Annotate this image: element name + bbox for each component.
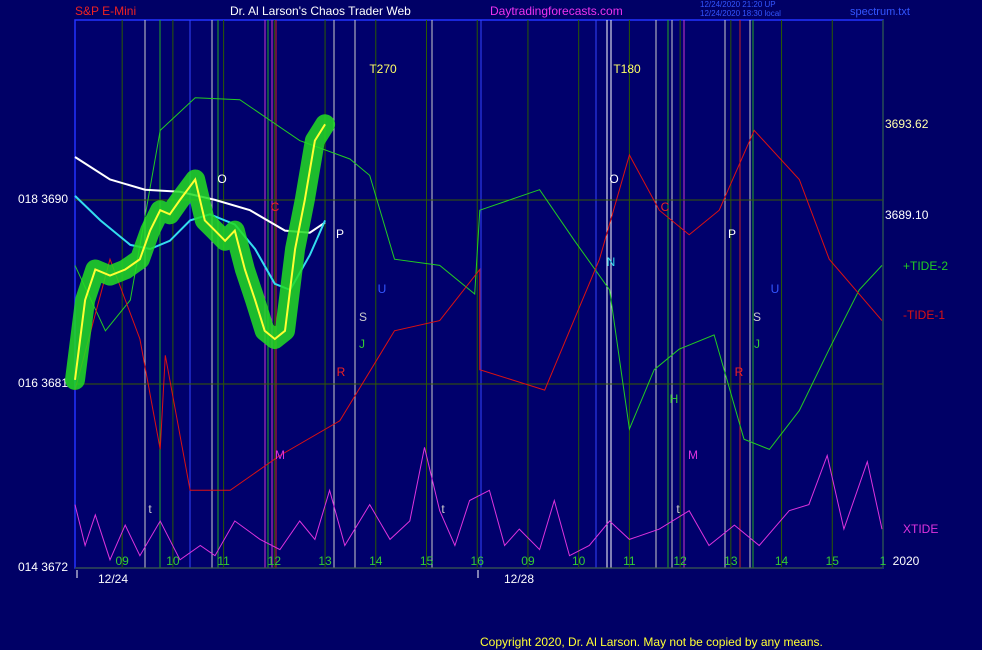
annotation: M	[275, 448, 285, 462]
annotation: H	[670, 392, 679, 406]
x-tick-label: 13	[318, 554, 332, 568]
date-label: 12/24	[98, 572, 128, 586]
legend-label: -TIDE-1	[903, 308, 945, 322]
annotation: N	[607, 255, 616, 269]
x-tick-label: 11	[217, 554, 230, 568]
annotation: R	[337, 365, 346, 379]
header-center: Dr. Al Larson's Chaos Trader Web	[230, 4, 411, 18]
annotation: T180	[613, 62, 641, 76]
series-line	[74, 97, 883, 451]
annotation: t	[676, 502, 680, 516]
x-tick-label: 13	[724, 554, 738, 568]
header-stamp: 12/24/2020 18:30 local	[700, 9, 781, 18]
x-tick-label: 10	[572, 554, 586, 568]
x-tick-label: 14	[369, 554, 383, 568]
annotation: T270	[369, 62, 397, 76]
legend-label: XTIDE	[903, 522, 938, 536]
y-tick-label: 014 3672	[18, 560, 68, 574]
price-label: 3689.10	[885, 208, 929, 222]
annotation: M	[688, 448, 698, 462]
header-file: spectrum.txt	[850, 6, 910, 18]
x-tick-label: 15	[420, 554, 434, 568]
date-label: 2020	[893, 554, 920, 568]
cycle-lines	[144, 20, 754, 568]
x-tick-label: 1	[880, 554, 887, 568]
annotation: P	[336, 227, 344, 241]
series-line	[74, 129, 883, 491]
date-label: 12/28	[504, 572, 534, 586]
x-tick-label: 12	[673, 554, 687, 568]
annotation: R	[735, 365, 744, 379]
annotation: S	[359, 310, 367, 324]
annotation: O	[217, 172, 226, 186]
series-line	[74, 447, 883, 562]
y-tick-label: 016 3681	[18, 376, 68, 390]
header-left: S&P E-Mini	[75, 4, 136, 18]
series-line	[74, 123, 326, 381]
x-tick-label: 09	[115, 554, 129, 568]
header-site: Daytradingforecasts.com	[490, 4, 623, 18]
annotation: J	[359, 337, 365, 351]
annotation: t	[441, 502, 445, 516]
header-stamp: 12/24/2020 21:20 UP	[700, 0, 776, 9]
x-tick-label: 11	[623, 554, 636, 568]
price-label: 3693.62	[885, 117, 929, 131]
annotation: C	[271, 200, 280, 214]
copyright: Copyright 2020, Dr. Al Larson. May not b…	[480, 635, 823, 649]
x-tick-label: 09	[521, 554, 535, 568]
annotation: t	[148, 502, 152, 516]
x-tick-label: 15	[826, 554, 840, 568]
x-tick-label: 12	[268, 554, 282, 568]
x-tick-label: 16	[471, 554, 485, 568]
x-tick-label: 10	[166, 554, 180, 568]
y-tick-label: 018 3690	[18, 192, 68, 206]
annotation: U	[771, 282, 780, 296]
legend-label: +TIDE-2	[903, 259, 948, 273]
annotation: J	[754, 337, 760, 351]
annotation: U	[378, 282, 387, 296]
x-tick-label: 14	[775, 554, 789, 568]
annotation: S	[753, 310, 761, 324]
plot-area	[74, 19, 884, 569]
annotation: P	[728, 227, 736, 241]
annotation: C	[661, 200, 670, 214]
annotation: O	[609, 172, 618, 186]
